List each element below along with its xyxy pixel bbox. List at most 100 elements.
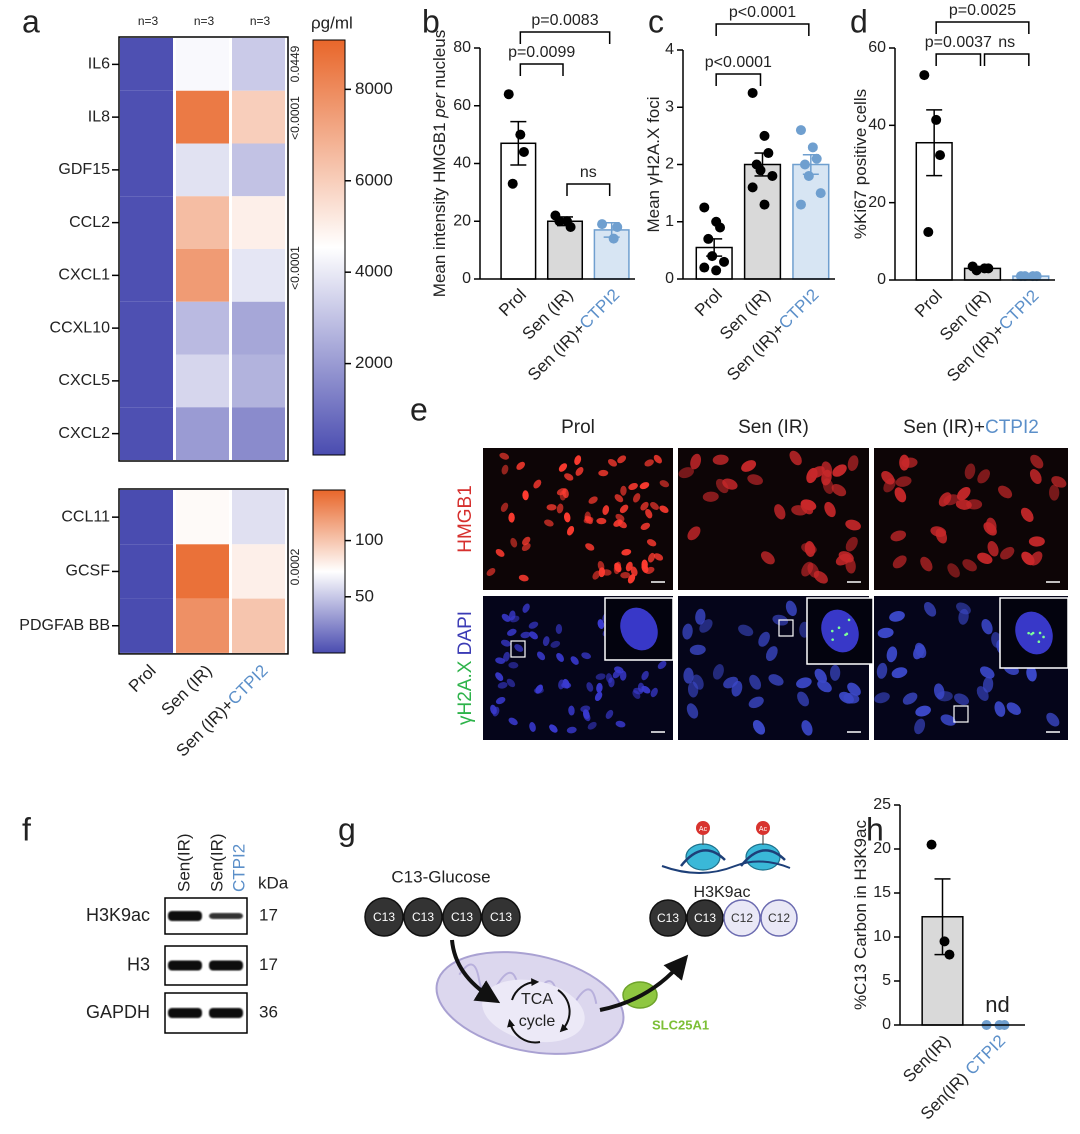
micrograph: [483, 596, 674, 740]
nucleus: [486, 568, 496, 576]
panel-letter: c: [648, 3, 664, 39]
data-point: [919, 70, 930, 81]
text-part: Sen (IR): [738, 417, 809, 438]
rich-text: HMGB1: [455, 485, 476, 553]
rich-text: Prol: [691, 286, 726, 321]
nucleus: [633, 493, 641, 503]
nucleus: [994, 701, 1006, 717]
nucleus: [915, 705, 931, 717]
colorbar-tick-label: 4000: [355, 262, 393, 281]
annotation: p<0.0001: [729, 4, 796, 21]
nucleus: [801, 542, 817, 554]
heatmap-cell: [176, 196, 229, 249]
y-tick-label: 20: [873, 840, 891, 857]
text-part: Mean intensity HMGB1: [430, 118, 449, 298]
nucleus: [883, 478, 896, 493]
text-part: γH2A.X: [455, 660, 476, 725]
row-label: GCSF: [66, 563, 111, 580]
dna-wrap: [740, 849, 786, 867]
cycle-label: TCA: [521, 991, 553, 1008]
nucleus: [584, 511, 591, 522]
heatmap-cell: [232, 196, 285, 249]
transporter-label: SLC25A1: [652, 1017, 709, 1032]
micrograph: [678, 596, 874, 740]
nucleus: [619, 504, 629, 514]
nucleus: [546, 504, 557, 511]
p-value: 0.0449: [288, 45, 302, 82]
nucleus: [748, 696, 764, 709]
micrograph: [874, 596, 1069, 740]
nucleus: [549, 724, 558, 733]
text-part: CTPI2: [775, 286, 823, 334]
nucleus: [1000, 546, 1015, 560]
nucleus: [508, 717, 518, 726]
nucleus: [723, 676, 739, 689]
panel-letter: d: [850, 3, 868, 39]
cycle-arrow: [507, 1018, 541, 1044]
nucleus: [653, 553, 664, 561]
data-point: [803, 170, 814, 181]
y-tick-label: 0: [882, 1016, 891, 1033]
nucleus: [627, 574, 636, 584]
nucleus: [845, 557, 856, 574]
nucleus: [689, 644, 706, 656]
nucleus: [943, 494, 960, 506]
rich-text: %C13 Carbon in H3K9ac: [851, 820, 870, 1010]
nucleus: [563, 512, 571, 523]
panel-letter: a: [22, 3, 40, 39]
nucleus: [902, 692, 918, 705]
nucleus: [977, 552, 993, 564]
nucleus: [621, 548, 632, 556]
heatmap-cell: [232, 90, 285, 144]
nucleus: [592, 570, 601, 580]
nucleus: [877, 627, 894, 639]
nucleus: [847, 682, 861, 696]
row-label: CXCL5: [58, 372, 110, 389]
significance-bracket: [715, 73, 762, 86]
y-tick-label: 5: [882, 972, 891, 989]
heatmap-cell: [232, 38, 285, 91]
nucleus: [630, 566, 638, 577]
row-label: CXCL1: [58, 267, 110, 284]
data-point: [518, 146, 529, 157]
foci: [845, 632, 849, 636]
nucleus: [962, 559, 977, 572]
nucleus: [596, 517, 607, 525]
nucleus: [556, 503, 564, 514]
nucleus: [653, 454, 662, 464]
heatmap-cell: [120, 354, 173, 408]
heatmap-cell: [176, 249, 229, 302]
blot-band: [168, 911, 202, 921]
heatmap-cell: [120, 407, 173, 460]
y-tick-label: 2: [665, 156, 674, 173]
data-point: [707, 251, 718, 262]
nucleus: [490, 704, 497, 715]
nucleus: [529, 631, 538, 640]
nucleus: [640, 501, 649, 511]
micrograph: [678, 448, 869, 590]
nucleus: [1049, 484, 1060, 501]
bar: [546, 220, 584, 280]
heatmap-cell: [232, 143, 285, 197]
row-label: GDF15: [58, 161, 110, 178]
nucleus: [562, 678, 570, 689]
text-part: per: [430, 92, 449, 119]
data-point: [503, 89, 514, 100]
nucleus: [575, 466, 584, 476]
nucleus: [495, 549, 505, 557]
significance-bracket: [566, 183, 611, 196]
nucleus: [650, 687, 658, 698]
blot-row-label: GAPDH: [86, 1002, 150, 1022]
inset-marker: [953, 705, 969, 723]
data-point: [1019, 271, 1030, 282]
data-point: [811, 153, 822, 164]
nucleus: [749, 674, 762, 690]
blot-band: [168, 1008, 202, 1018]
text-part: Prol: [691, 286, 726, 321]
nucleus: [890, 530, 907, 542]
significance-bracket: [983, 53, 1030, 66]
rich-text: Sen(IR): [900, 1032, 955, 1087]
nucleus: [977, 469, 990, 484]
heatmap-cell: [120, 249, 173, 302]
foci: [1031, 631, 1035, 635]
